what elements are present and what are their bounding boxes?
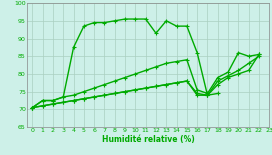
X-axis label: Humidité relative (%): Humidité relative (%) — [102, 135, 194, 144]
